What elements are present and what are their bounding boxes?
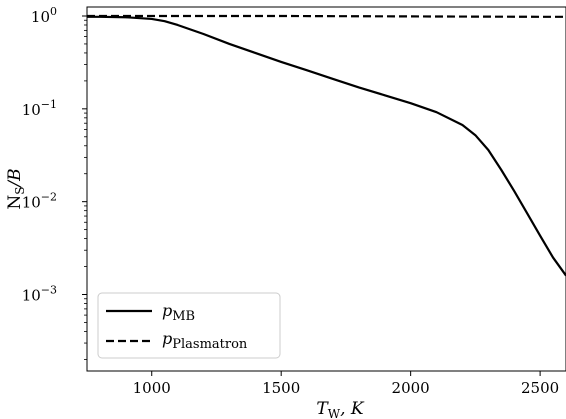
y-tick-label: 10−1 [22,98,57,119]
series-layer [87,14,566,277]
x-tick-label: 1500 [262,379,300,397]
x-axis-label: TW, K [316,399,364,419]
y-tick-label: 10−2 [22,191,57,212]
legend: pMB pPlasmatron [97,292,281,359]
legend-label-mb: pMB [162,301,195,324]
legend-label-plasmatron: pPlasmatron [162,329,248,352]
x-tick-label: 2000 [392,379,430,397]
y-axis-ticks: 10−3 10−2 10−1 100 [22,5,87,360]
y-tick-label: 10−3 [22,284,57,305]
x-tick-label: 2500 [521,379,559,397]
x-tick-label: 1000 [133,379,171,397]
series-line-1 [87,14,566,18]
series-line-0 [87,15,566,277]
y-axis-label: NS/B [5,168,27,209]
x-axis-ticks: 1000 1500 2000 2500 [133,371,559,397]
y-tick-label: 100 [31,5,57,26]
